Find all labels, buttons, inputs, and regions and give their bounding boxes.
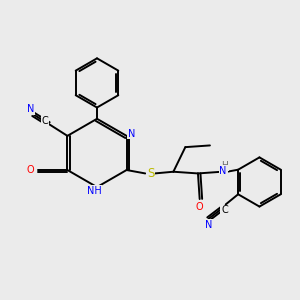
Text: O: O <box>196 202 203 212</box>
Text: N: N <box>205 220 212 230</box>
Text: C: C <box>42 116 49 126</box>
Text: NH: NH <box>87 186 101 196</box>
Text: S: S <box>147 167 154 180</box>
Text: C: C <box>221 205 228 215</box>
Text: O: O <box>27 165 34 175</box>
Text: H: H <box>221 161 228 170</box>
Text: N: N <box>27 104 34 114</box>
Text: N: N <box>128 128 135 139</box>
Text: N: N <box>219 166 227 176</box>
